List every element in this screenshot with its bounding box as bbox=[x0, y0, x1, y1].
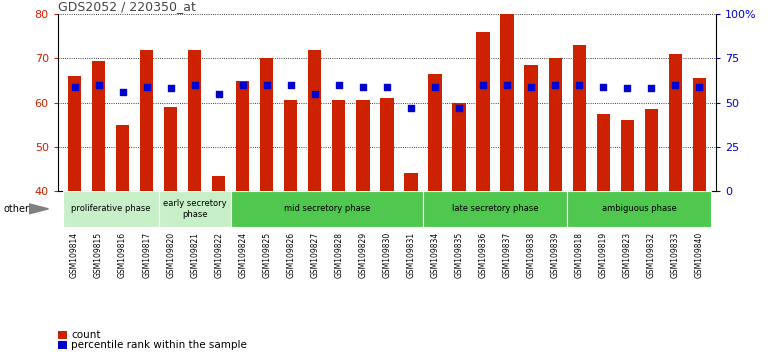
Bar bbox=[644, 109, 658, 191]
Point bbox=[213, 91, 225, 97]
Point bbox=[645, 86, 658, 91]
Bar bbox=[573, 45, 586, 191]
Bar bbox=[453, 103, 466, 191]
Point bbox=[116, 89, 129, 95]
Bar bbox=[58, 341, 68, 349]
Text: ambiguous phase: ambiguous phase bbox=[602, 204, 677, 213]
Bar bbox=[357, 101, 370, 191]
Bar bbox=[58, 331, 68, 339]
Point bbox=[380, 84, 393, 90]
Bar bbox=[668, 54, 682, 191]
Text: GSM109814: GSM109814 bbox=[70, 232, 79, 278]
Point bbox=[140, 84, 152, 90]
Text: GSM109840: GSM109840 bbox=[695, 232, 704, 278]
Point bbox=[357, 84, 369, 90]
Point bbox=[477, 82, 489, 88]
Point bbox=[597, 84, 609, 90]
Bar bbox=[477, 32, 490, 191]
Bar bbox=[68, 76, 81, 191]
Text: GSM109838: GSM109838 bbox=[527, 232, 536, 278]
Bar bbox=[164, 107, 177, 191]
Bar bbox=[567, 191, 711, 227]
Point bbox=[693, 84, 705, 90]
Point bbox=[621, 86, 634, 91]
Point bbox=[429, 84, 441, 90]
Bar bbox=[621, 120, 634, 191]
Point bbox=[405, 105, 417, 111]
Point bbox=[92, 82, 105, 88]
Text: GSM109820: GSM109820 bbox=[166, 232, 176, 278]
Bar bbox=[500, 14, 514, 191]
Text: GSM109817: GSM109817 bbox=[142, 232, 151, 278]
Point bbox=[525, 84, 537, 90]
Text: early secretory
phase: early secretory phase bbox=[163, 199, 226, 218]
Text: proliferative phase: proliferative phase bbox=[71, 204, 150, 213]
Bar bbox=[231, 191, 423, 227]
Point bbox=[549, 82, 561, 88]
Bar bbox=[284, 101, 297, 191]
Bar bbox=[404, 173, 417, 191]
Bar bbox=[548, 58, 562, 191]
Point bbox=[285, 82, 297, 88]
Text: GSM109816: GSM109816 bbox=[118, 232, 127, 278]
Text: GSM109833: GSM109833 bbox=[671, 232, 680, 278]
Text: GSM109835: GSM109835 bbox=[454, 232, 464, 278]
Text: GSM109828: GSM109828 bbox=[334, 232, 343, 278]
Bar bbox=[693, 78, 706, 191]
Text: GSM109825: GSM109825 bbox=[263, 232, 271, 278]
Text: GSM109831: GSM109831 bbox=[407, 232, 416, 278]
Bar bbox=[116, 125, 129, 191]
Text: late secretory phase: late secretory phase bbox=[452, 204, 538, 213]
Bar bbox=[92, 61, 105, 191]
Bar bbox=[308, 50, 321, 191]
Point bbox=[309, 91, 321, 97]
Point bbox=[669, 82, 681, 88]
Bar bbox=[333, 101, 346, 191]
Text: GSM109815: GSM109815 bbox=[94, 232, 103, 278]
Point bbox=[333, 82, 345, 88]
Text: GSM109821: GSM109821 bbox=[190, 232, 199, 278]
Text: GSM109832: GSM109832 bbox=[647, 232, 656, 278]
Text: GSM109834: GSM109834 bbox=[430, 232, 440, 278]
Text: GSM109827: GSM109827 bbox=[310, 232, 320, 278]
Point bbox=[501, 82, 514, 88]
Bar bbox=[380, 98, 393, 191]
Text: GSM109819: GSM109819 bbox=[598, 232, 608, 278]
Bar bbox=[159, 191, 231, 227]
Point bbox=[260, 82, 273, 88]
Point bbox=[236, 82, 249, 88]
Point bbox=[165, 86, 177, 91]
Bar bbox=[188, 50, 201, 191]
Point bbox=[453, 105, 465, 111]
Bar bbox=[260, 58, 273, 191]
Bar bbox=[236, 80, 249, 191]
Point bbox=[189, 82, 201, 88]
Text: GSM109824: GSM109824 bbox=[238, 232, 247, 278]
Point bbox=[69, 84, 81, 90]
Text: GDS2052 / 220350_at: GDS2052 / 220350_at bbox=[58, 0, 196, 13]
Text: GSM109829: GSM109829 bbox=[358, 232, 367, 278]
Text: GSM109823: GSM109823 bbox=[623, 232, 631, 278]
Bar bbox=[524, 65, 537, 191]
Bar bbox=[212, 176, 226, 191]
Text: other: other bbox=[4, 204, 30, 214]
Bar bbox=[62, 191, 159, 227]
Text: GSM109826: GSM109826 bbox=[286, 232, 296, 278]
Text: GSM109836: GSM109836 bbox=[478, 232, 487, 278]
Bar bbox=[140, 50, 153, 191]
Text: mid secretory phase: mid secretory phase bbox=[283, 204, 370, 213]
Bar bbox=[423, 191, 567, 227]
Text: GSM109839: GSM109839 bbox=[551, 232, 560, 278]
Text: percentile rank within the sample: percentile rank within the sample bbox=[71, 340, 247, 350]
Text: GSM109830: GSM109830 bbox=[383, 232, 391, 278]
Text: count: count bbox=[71, 330, 101, 340]
Bar bbox=[428, 74, 441, 191]
Bar bbox=[597, 114, 610, 191]
Text: GSM109818: GSM109818 bbox=[574, 232, 584, 278]
Point bbox=[573, 82, 585, 88]
Text: GSM109837: GSM109837 bbox=[503, 232, 511, 278]
Text: GSM109822: GSM109822 bbox=[214, 232, 223, 278]
Polygon shape bbox=[29, 204, 49, 214]
